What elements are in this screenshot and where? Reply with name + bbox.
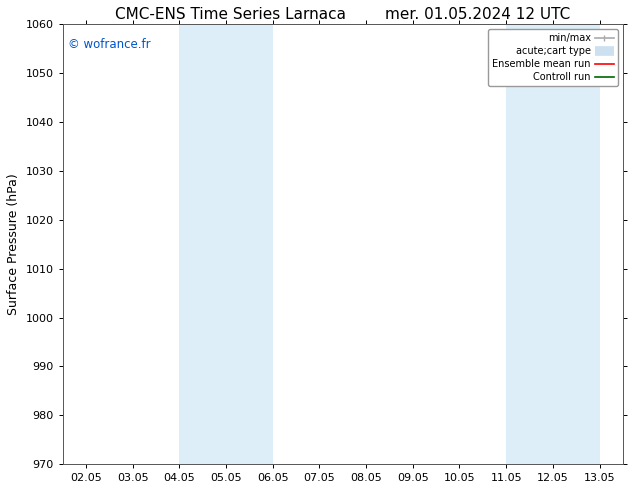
Bar — [506, 24, 600, 464]
Bar — [179, 24, 273, 464]
Y-axis label: Surface Pressure (hPa): Surface Pressure (hPa) — [7, 173, 20, 315]
Title: CMC-ENS Time Series Larnaca        mer. 01.05.2024 12 UTC: CMC-ENS Time Series Larnaca mer. 01.05.2… — [115, 7, 571, 22]
Legend: min/max, acute;cart type, Ensemble mean run, Controll run: min/max, acute;cart type, Ensemble mean … — [488, 29, 618, 86]
Text: © wofrance.fr: © wofrance.fr — [68, 38, 151, 50]
